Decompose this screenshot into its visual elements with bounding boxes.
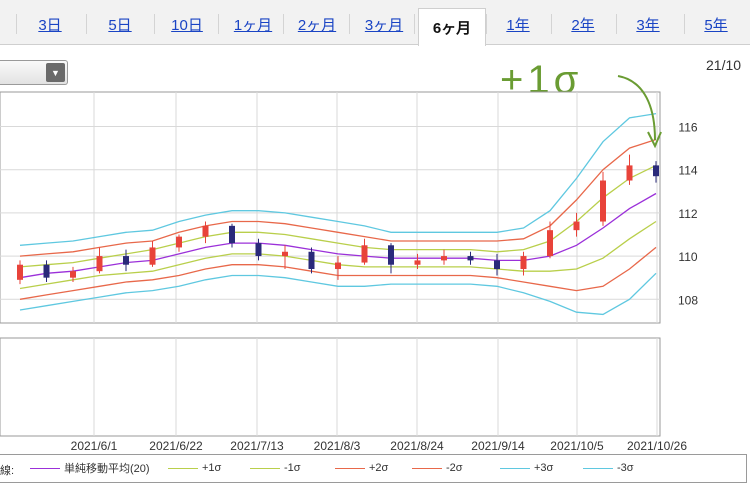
candle-body: [70, 271, 76, 278]
tab-separator: [616, 14, 617, 34]
tab-period-2[interactable]: 10日: [171, 16, 203, 34]
tab-period-5[interactable]: 3ヶ月: [364, 16, 404, 34]
tab-separator: [551, 14, 552, 34]
period-tab-bar: 3日 5日 10日 1ヶ月 2ヶ月 3ヶ月 6ヶ月 1年 2年 3年 5年: [0, 0, 750, 46]
series-line: [19, 112, 657, 246]
tab-period-9[interactable]: 3年: [636, 16, 660, 34]
tab-separator: [16, 14, 17, 34]
legend-item: 単純移動平均(20): [30, 459, 150, 477]
y-tick-label: 112: [678, 207, 697, 221]
tab-separator: [684, 14, 685, 34]
y-tick-label: 116: [678, 121, 697, 135]
legend-label: -3σ: [617, 462, 634, 474]
tab-period-4[interactable]: 2ヶ月: [297, 16, 337, 34]
legend-item: -3σ: [583, 459, 634, 477]
tab-period-6[interactable]: 6ヶ月: [418, 8, 486, 46]
sub-plot-area: [0, 337, 661, 437]
legend-item: +1σ: [168, 459, 221, 477]
latest-date-label: 21/10: [706, 57, 742, 73]
legend-item: -1σ: [250, 459, 301, 477]
tab-period-0[interactable]: 3日: [38, 16, 62, 34]
indicator-select[interactable]: ▼: [0, 60, 68, 85]
price-chart: 108 110 112 114 116 2021/6/1 2021/6/22 2021/7/1…: [0, 75, 698, 453]
legend-item: +3σ: [500, 459, 553, 477]
tab-period-10[interactable]: 5年: [704, 16, 728, 34]
chart-legend: 線: 単純移動平均(20) +1σ -1σ +2σ -2σ +3σ -3σ: [0, 454, 747, 483]
candle-body: [573, 221, 580, 231]
x-tick-label: 2021/6/22: [149, 439, 203, 453]
tab-period-8[interactable]: 2年: [571, 16, 595, 34]
candle-body: [43, 264, 50, 278]
x-tick-label: 2021/7/13: [230, 439, 284, 453]
y-tick-label: 114: [678, 164, 697, 178]
candle-body: [520, 256, 527, 270]
candle-body: [255, 243, 262, 257]
candle-body: [653, 165, 659, 177]
legend-swatch: [250, 467, 280, 469]
tab-separator: [218, 14, 219, 34]
candle-body: [600, 180, 606, 222]
x-tick-label: 2021/6/1: [71, 439, 118, 453]
legend-label: -1σ: [284, 462, 301, 474]
legend-swatch: [500, 467, 530, 469]
legend-swatch: [168, 467, 198, 469]
legend-item: -2σ: [412, 459, 463, 477]
candle-body: [441, 256, 447, 261]
legend-label: +3σ: [534, 462, 554, 474]
y-tick-label: 108: [678, 293, 698, 307]
candle-body: [149, 247, 156, 265]
candle-body: [202, 225, 209, 237]
triangle-down-icon[interactable]: ▼: [46, 63, 65, 82]
y-tick-label: 110: [678, 250, 697, 264]
legend-swatch: [335, 467, 365, 469]
legend-label: +1σ: [202, 462, 222, 474]
candle-body: [494, 260, 500, 270]
tab-separator: [283, 14, 284, 34]
candle-body: [96, 256, 103, 272]
candle-body: [17, 264, 23, 280]
candle-body: [308, 251, 315, 270]
candle-body: [414, 260, 421, 265]
legend-swatch: [30, 467, 60, 469]
x-tick-label: 2021/8/24: [390, 439, 444, 453]
candle-body: [335, 262, 341, 270]
tab-period-7[interactable]: 1年: [506, 16, 530, 34]
candle-body: [467, 256, 474, 261]
tab-period-1[interactable]: 5日: [108, 16, 132, 34]
candle-body: [229, 225, 235, 244]
candle-body: [123, 256, 129, 265]
tab-separator: [414, 14, 415, 34]
tab-period-3[interactable]: 1ヶ月: [233, 16, 273, 34]
legend-prefix: 線:: [0, 465, 15, 477]
candle-body: [282, 251, 288, 257]
legend-label: 単純移動平均(20): [64, 463, 150, 475]
candle-body: [388, 245, 394, 265]
x-tick-label: 2021/9/14: [471, 439, 525, 453]
annotation-arrow-curve: [617, 75, 656, 141]
candle-body: [361, 245, 368, 263]
x-tick-label: 2021/10/26: [627, 439, 687, 453]
x-tick-label: 2021/8/3: [314, 439, 361, 453]
annotation-arrow-head: [647, 131, 662, 149]
tab-separator: [349, 14, 350, 34]
x-tick-label: 2021/10/5: [550, 439, 604, 453]
candle-body: [547, 230, 553, 257]
series-line: [19, 272, 657, 316]
tab-separator: [86, 14, 87, 34]
legend-label: +2σ: [369, 462, 389, 474]
tab-separator: [154, 14, 155, 34]
legend-label: -2σ: [446, 462, 463, 474]
candle-body: [626, 165, 633, 181]
tab-separator: [486, 14, 487, 34]
candle-body: [176, 236, 182, 248]
legend-swatch: [412, 467, 442, 469]
legend-item: +2σ: [335, 459, 388, 477]
legend-swatch: [583, 467, 613, 469]
